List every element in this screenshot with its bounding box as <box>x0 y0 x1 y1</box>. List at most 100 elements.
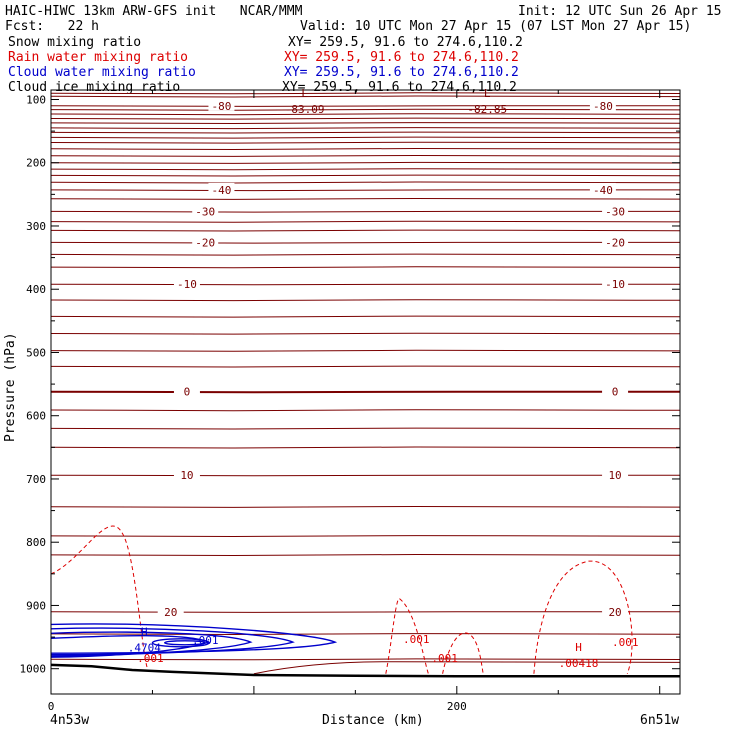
isotherm-line <box>50 633 681 636</box>
header-model: HAIC-HIWC 13km ARW-GFS init NCAR/MMM <box>5 4 303 19</box>
isotherm-label-0: 0 <box>612 386 619 399</box>
isotherm-line <box>50 332 681 335</box>
isotherm-label--20: -20 <box>605 236 625 249</box>
isotherm-label-bg <box>173 468 200 481</box>
isotherm-line--10 <box>50 283 680 286</box>
isotherm-label-10: 10 <box>180 469 193 482</box>
legend-cloud-ice-xy: XY= 259.5, 91.6 to 274.6,110.2 <box>282 80 517 95</box>
y-tick-label-800: 800 <box>26 536 46 549</box>
isotherm-label-bg <box>602 235 629 248</box>
cloud-water-contour <box>50 623 338 654</box>
isotherm-line <box>50 113 681 116</box>
isotherm-label-bg <box>157 604 184 617</box>
isotherm-line <box>50 299 681 302</box>
isotherm-label--30: -30 <box>195 205 215 218</box>
isotherm-label--40: -40 <box>212 184 232 197</box>
isotherm-line-0 <box>50 390 680 394</box>
isotherm-line <box>50 658 681 661</box>
isotherm-label-bg <box>192 235 219 248</box>
isotherm-label--10: -10 <box>605 278 625 291</box>
x-endpoint-left: 4n53w <box>50 713 90 728</box>
isotherm-line <box>50 535 681 538</box>
contour-label-2: .001 <box>403 633 430 646</box>
y-tick-label-900: 900 <box>26 599 46 612</box>
isotherm-line <box>50 181 681 184</box>
header-fcst: Fcst: 22 h <box>5 19 99 34</box>
x-endpoint-right: 6n51w <box>640 713 680 728</box>
legend-cloud-ice-label: Cloud ice mixing ratio <box>8 80 181 95</box>
isotherm-line <box>50 266 681 269</box>
rain-contour <box>442 632 484 674</box>
extremum-value-3: .00418 <box>559 657 599 670</box>
isotherm-line <box>50 253 681 256</box>
isotherm-line <box>50 127 681 130</box>
isotherm-label-bg <box>208 182 235 195</box>
isotherm-label-bg <box>589 98 616 111</box>
header-init: Init: 12 UTC Sun 26 Apr 15 <box>518 4 722 19</box>
isotherm-line <box>50 349 681 352</box>
legend-cloud-water-xy: XY= 259.5, 91.6 to 274.6,110.2 <box>284 65 519 80</box>
x-tick-label-0: 0 <box>48 700 55 713</box>
isotherm-line <box>50 108 681 111</box>
isotherm-line <box>50 365 681 368</box>
isotherm-label-20: 20 <box>608 606 621 619</box>
isotherm-line <box>50 161 681 164</box>
isotherm-label-bg <box>192 204 219 217</box>
y-tick-label-300: 300 <box>26 220 46 233</box>
plot-frame <box>50 89 681 695</box>
contour-label-3: .001 <box>431 652 458 665</box>
isotherm-label--20: -20 <box>195 236 215 249</box>
isotherm-line <box>50 92 681 95</box>
legend-rain-label: Rain water mixing ratio <box>8 50 189 65</box>
isotherm-line--80 <box>50 105 680 107</box>
isotherm-line <box>50 427 681 430</box>
extremum-H-2: H <box>141 625 148 638</box>
isotherm-label--80: -80 <box>212 100 232 113</box>
extremum-H-3: H <box>575 641 582 654</box>
isotherm-label-bg <box>602 468 629 481</box>
legend-snow-label: Snow mixing ratio <box>8 35 142 50</box>
y-tick-label-600: 600 <box>26 410 46 423</box>
y-tick-label-400: 400 <box>26 283 46 296</box>
extremum-value-2: .4704 <box>128 641 161 654</box>
isotherm-label-bg <box>589 182 616 195</box>
isotherm-line <box>50 141 681 144</box>
isotherm-line <box>50 409 681 412</box>
terrain-line <box>50 663 680 678</box>
isotherm-label-bg <box>602 604 629 617</box>
isotherm-line <box>50 197 681 200</box>
isotherm-line <box>50 229 681 232</box>
isotherm-label-10: 10 <box>608 469 621 482</box>
isotherm-line <box>50 174 681 177</box>
extremum-value-1: -82.85 <box>467 103 507 116</box>
isotherm-label-20: 20 <box>164 606 177 619</box>
isotherm-label-bg <box>602 277 629 290</box>
y-tick-label-100: 100 <box>26 93 46 106</box>
rain-contour <box>533 560 633 674</box>
y-tick-label-200: 200 <box>26 157 46 170</box>
isotherm-line-10 <box>50 474 680 477</box>
isotherm-label-bg <box>173 277 200 290</box>
isotherm-label-bg <box>602 204 629 217</box>
legend-cloud-water-label: Cloud water mixing ratio <box>8 65 196 80</box>
isotherm-line <box>50 553 681 557</box>
isotherm-line <box>50 147 681 151</box>
isotherm-line <box>50 131 681 134</box>
isotherm-label--30: -30 <box>605 205 625 218</box>
isotherm-line <box>50 220 681 223</box>
isotherm-line <box>50 446 681 449</box>
isotherm-line <box>50 95 681 98</box>
isotherm-line-20 <box>50 611 680 613</box>
isotherm-line--20 <box>50 241 680 244</box>
y-tick-label-1000: 1000 <box>20 663 47 676</box>
isotherm-label-bg <box>602 384 629 397</box>
isotherm-line <box>50 136 681 139</box>
isotherm-label--40: -40 <box>593 184 613 197</box>
isotherm-line--40 <box>50 189 680 192</box>
isotherm-label--80: -80 <box>593 100 613 113</box>
x-axis-title: Distance (km) <box>322 713 424 728</box>
isotherm-label-bg <box>173 384 200 397</box>
isotherm-line <box>50 505 681 508</box>
y-tick-label-500: 500 <box>26 346 46 359</box>
